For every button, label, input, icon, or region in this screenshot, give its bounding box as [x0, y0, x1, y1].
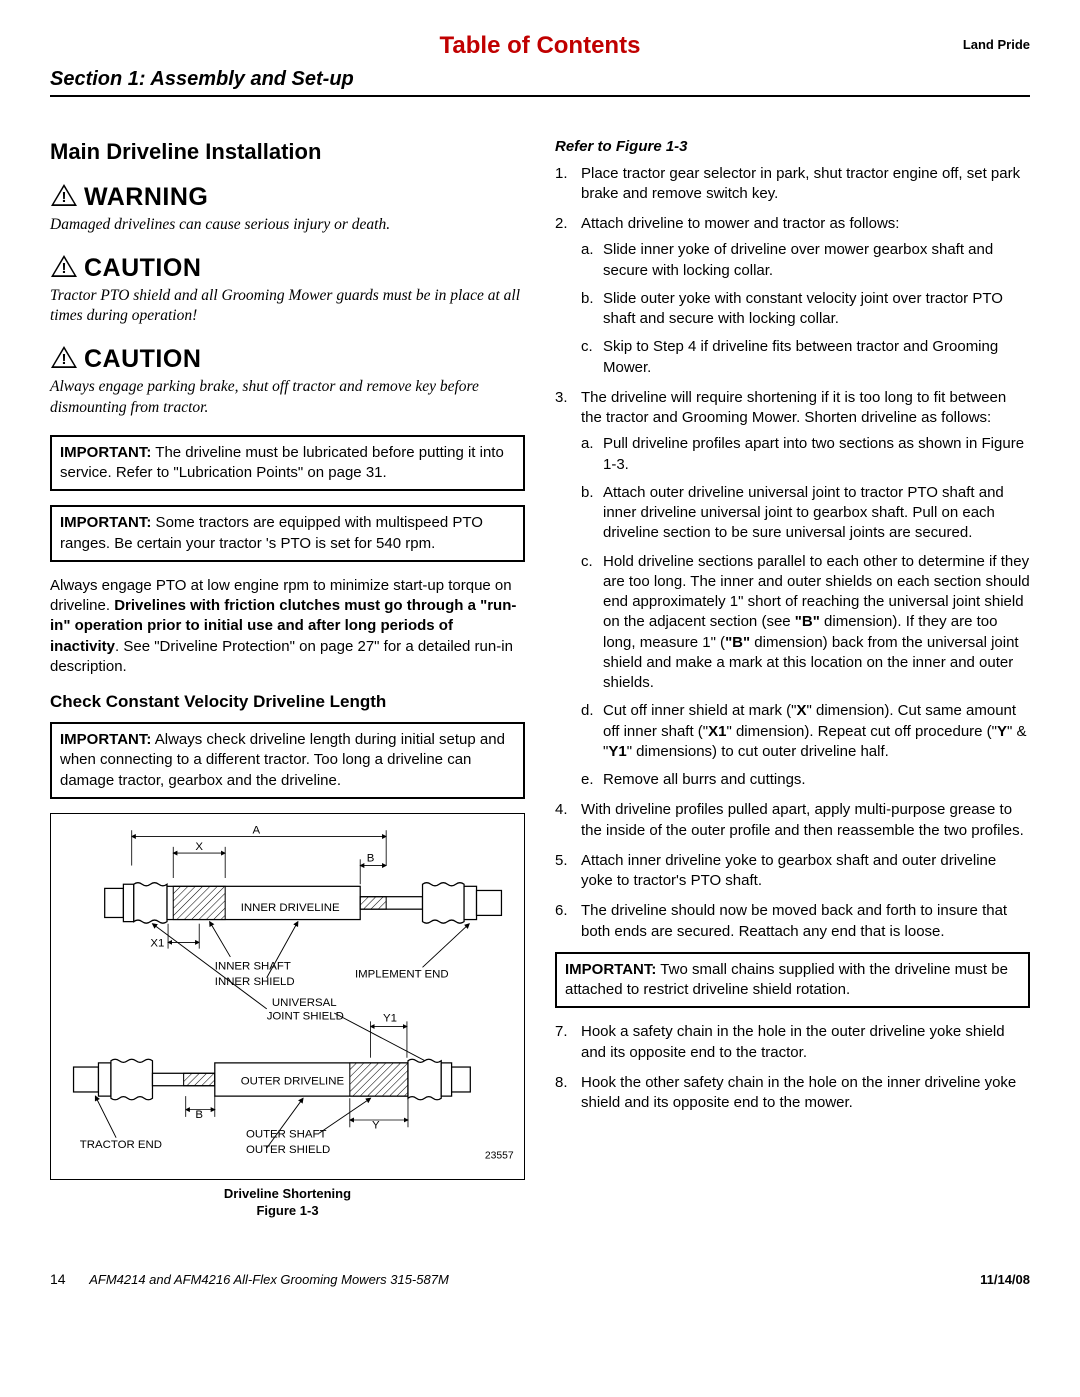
- figure-box: A X B: [50, 813, 525, 1180]
- svg-text:INNER SHAFT: INNER SHAFT: [215, 960, 291, 972]
- svg-text:!: !: [62, 189, 67, 206]
- svg-text:IMPLEMENT END: IMPLEMENT END: [355, 969, 449, 981]
- right-column: Refer to Figure 1-3 Place tractor gear s…: [555, 137, 1030, 1219]
- warning-label: WARNING: [84, 181, 208, 215]
- caution2-label: CAUTION: [84, 343, 201, 377]
- list-item: Attach driveline to mower and tractor as…: [555, 214, 1030, 378]
- svg-text:!: !: [62, 351, 67, 368]
- page-header: Table of Contents Land Pride: [50, 30, 1030, 62]
- important-prefix: IMPORTANT:: [565, 961, 656, 978]
- svg-text:UNIVERSAL: UNIVERSAL: [272, 997, 337, 1009]
- step-text: The driveline will require shortening if…: [581, 389, 1006, 426]
- important-prefix: IMPORTANT:: [60, 444, 151, 461]
- list-item: Skip to Step 4 if driveline fits between…: [581, 337, 1030, 378]
- left-column: Main Driveline Installation ! WARNING Da…: [50, 137, 525, 1219]
- doc-id: AFM4214 and AFM4216 All-Flex Grooming Mo…: [89, 1272, 449, 1287]
- sub-list: Pull driveline profiles apart into two s…: [581, 434, 1030, 790]
- important-prefix: IMPORTANT:: [60, 514, 151, 531]
- list-item: Remove all burrs and cuttings.: [581, 770, 1030, 790]
- footer-left: 14 AFM4214 and AFM4216 All-Flex Grooming…: [50, 1270, 449, 1289]
- svg-text:JOINT SHIELD: JOINT SHIELD: [267, 1010, 344, 1022]
- caution1-label: CAUTION: [84, 252, 201, 286]
- list-item: The driveline should now be moved back a…: [555, 901, 1030, 942]
- para-text: . See "Driveline Protection" on page 27"…: [50, 638, 513, 675]
- important-box-2: IMPORTANT: Some tractors are equipped wi…: [50, 505, 525, 562]
- t: Cut off inner shield at mark (": [603, 702, 796, 719]
- refer-line: Refer to Figure 1-3: [555, 137, 1030, 157]
- header-rule: [50, 95, 1030, 97]
- t-bold: X1: [708, 723, 726, 740]
- warning-icon: !: [50, 254, 78, 284]
- svg-text:INNER DRIVELINE: INNER DRIVELINE: [241, 902, 340, 914]
- list-item: Attach inner driveline yoke to gearbox s…: [555, 851, 1030, 892]
- svg-text:A: A: [253, 824, 261, 836]
- paragraph-runin: Always engage PTO at low engine rpm to m…: [50, 576, 525, 677]
- svg-text:TRACTOR END: TRACTOR END: [80, 1139, 162, 1151]
- t-bold: X: [796, 702, 806, 719]
- t-bold: "B": [795, 613, 820, 630]
- svg-text:23557: 23557: [485, 1150, 514, 1161]
- list-item: Hook a safety chain in the hole in the o…: [555, 1022, 1030, 1063]
- footer-date: 11/14/08: [980, 1271, 1030, 1289]
- caution2-text: Always engage parking brake, shut off tr…: [50, 377, 525, 419]
- figure-caption-line2: Figure 1-3: [256, 1203, 318, 1218]
- svg-text:INNER SHIELD: INNER SHIELD: [215, 976, 295, 988]
- list-item: Hold driveline sections parallel to each…: [581, 552, 1030, 694]
- steps-list-cont: Hook a safety chain in the hole in the o…: [555, 1022, 1030, 1113]
- svg-text:X: X: [195, 841, 203, 853]
- brand-label: Land Pride: [963, 36, 1030, 54]
- list-item: Slide inner yoke of driveline over mower…: [581, 240, 1030, 281]
- figure-caption-line1: Driveline Shortening: [224, 1186, 351, 1201]
- svg-text:!: !: [62, 260, 67, 277]
- list-item: Place tractor gear selector in park, shu…: [555, 164, 1030, 205]
- caution2-header: ! CAUTION: [50, 343, 525, 377]
- caution1-header: ! CAUTION: [50, 252, 525, 286]
- list-item: Hook the other safety chain in the hole …: [555, 1073, 1030, 1114]
- list-item: Pull driveline profiles apart into two s…: [581, 434, 1030, 475]
- caution1-text: Tractor PTO shield and all Grooming Mowe…: [50, 286, 525, 328]
- important-box-1: IMPORTANT: The driveline must be lubrica…: [50, 435, 525, 492]
- svg-text:X1: X1: [150, 937, 164, 949]
- step-text: Attach driveline to mower and tractor as…: [581, 215, 899, 232]
- main-heading: Main Driveline Installation: [50, 137, 525, 167]
- content-columns: Main Driveline Installation ! WARNING Da…: [50, 137, 1030, 1219]
- svg-text:OUTER SHAFT: OUTER SHAFT: [246, 1129, 327, 1141]
- steps-list: Place tractor gear selector in park, shu…: [555, 164, 1030, 942]
- t: " dimension). Repeat cut off procedure (…: [726, 723, 997, 740]
- t: " dimensions) to cut outer driveline hal…: [627, 743, 889, 760]
- important-box-right: IMPORTANT: Two small chains supplied wit…: [555, 952, 1030, 1009]
- warning-icon: !: [50, 345, 78, 375]
- t-bold: Y1: [608, 743, 626, 760]
- driveline-diagram: A X B: [59, 824, 516, 1167]
- svg-text:OUTER SHIELD: OUTER SHIELD: [246, 1144, 330, 1156]
- list-item: With driveline profiles pulled apart, ap…: [555, 800, 1030, 841]
- svg-text:B: B: [367, 852, 375, 864]
- list-item: Attach outer driveline universal joint t…: [581, 483, 1030, 544]
- warning-text: Damaged drivelines can cause serious inj…: [50, 215, 525, 236]
- sub-list: Slide inner yoke of driveline over mower…: [581, 240, 1030, 378]
- list-item: Slide outer yoke with constant velocity …: [581, 289, 1030, 330]
- page-footer: 14 AFM4214 and AFM4216 All-Flex Grooming…: [50, 1270, 1030, 1289]
- section-title: Section 1: Assembly and Set-up: [50, 66, 1030, 93]
- list-item: The driveline will require shortening if…: [555, 388, 1030, 791]
- warning-header: ! WARNING: [50, 181, 525, 215]
- warning-icon: !: [50, 183, 78, 213]
- sub-heading: Check Constant Velocity Driveline Length: [50, 691, 525, 714]
- t-bold: Y: [997, 723, 1007, 740]
- svg-text:OUTER DRIVELINE: OUTER DRIVELINE: [241, 1076, 345, 1088]
- important-prefix: IMPORTANT:: [60, 731, 151, 748]
- figure-caption: Driveline Shortening Figure 1-3: [50, 1186, 525, 1220]
- toc-title[interactable]: Table of Contents: [440, 30, 641, 62]
- svg-text:Y1: Y1: [383, 1012, 397, 1024]
- svg-text:B: B: [195, 1109, 203, 1121]
- list-item: Cut off inner shield at mark ("X " dimens…: [581, 701, 1030, 762]
- page-number: 14: [50, 1271, 66, 1287]
- svg-text:Y: Y: [372, 1119, 380, 1131]
- t-bold: "B": [725, 634, 750, 651]
- important-box-3: IMPORTANT: Always check driveline length…: [50, 722, 525, 799]
